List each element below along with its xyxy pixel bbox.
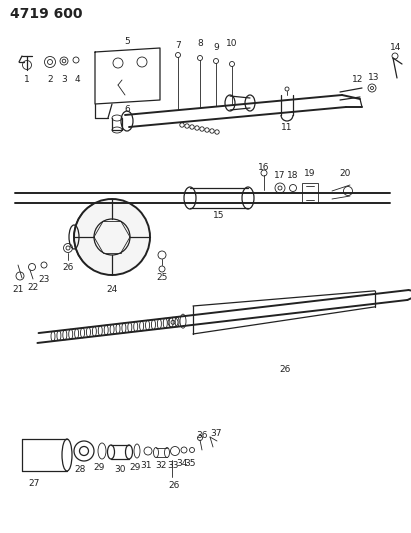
Text: 29: 29 xyxy=(93,464,105,472)
Text: 9: 9 xyxy=(213,44,219,52)
Text: 31: 31 xyxy=(140,462,152,471)
Text: 25: 25 xyxy=(156,273,168,282)
Text: 5: 5 xyxy=(124,36,130,45)
Bar xyxy=(302,183,318,203)
Text: 26: 26 xyxy=(169,481,180,489)
Text: 33: 33 xyxy=(167,461,179,470)
Text: 37: 37 xyxy=(210,430,222,439)
Text: 30: 30 xyxy=(114,464,126,473)
Text: 22: 22 xyxy=(28,284,39,293)
Text: 21: 21 xyxy=(12,286,24,295)
Text: 14: 14 xyxy=(390,44,402,52)
Text: 15: 15 xyxy=(213,212,225,221)
Text: 26: 26 xyxy=(62,263,74,272)
Text: 18: 18 xyxy=(287,171,299,180)
Text: 11: 11 xyxy=(281,123,293,132)
Text: 29: 29 xyxy=(129,463,141,472)
Text: 2: 2 xyxy=(47,76,53,85)
Text: 4: 4 xyxy=(74,75,80,84)
Text: 6: 6 xyxy=(124,106,130,115)
Text: 7: 7 xyxy=(175,42,181,51)
Text: 12: 12 xyxy=(352,76,364,85)
Text: 13: 13 xyxy=(368,74,380,83)
Text: 17: 17 xyxy=(274,171,286,180)
Text: 24: 24 xyxy=(106,285,118,294)
Text: 26: 26 xyxy=(279,366,291,375)
Text: 20: 20 xyxy=(339,168,351,177)
Text: 23: 23 xyxy=(38,276,50,285)
Text: 8: 8 xyxy=(197,38,203,47)
Text: 1: 1 xyxy=(24,76,30,85)
Text: 36: 36 xyxy=(196,432,208,440)
Text: 32: 32 xyxy=(155,462,167,471)
Text: 3: 3 xyxy=(61,75,67,84)
Text: 4719 600: 4719 600 xyxy=(10,7,83,21)
Text: 34: 34 xyxy=(176,459,188,469)
Text: 10: 10 xyxy=(226,38,238,47)
Text: 19: 19 xyxy=(304,168,316,177)
Text: 35: 35 xyxy=(184,458,196,467)
Text: 28: 28 xyxy=(74,464,85,473)
Text: 16: 16 xyxy=(258,163,270,172)
Circle shape xyxy=(74,199,150,275)
Text: 27: 27 xyxy=(28,479,40,488)
